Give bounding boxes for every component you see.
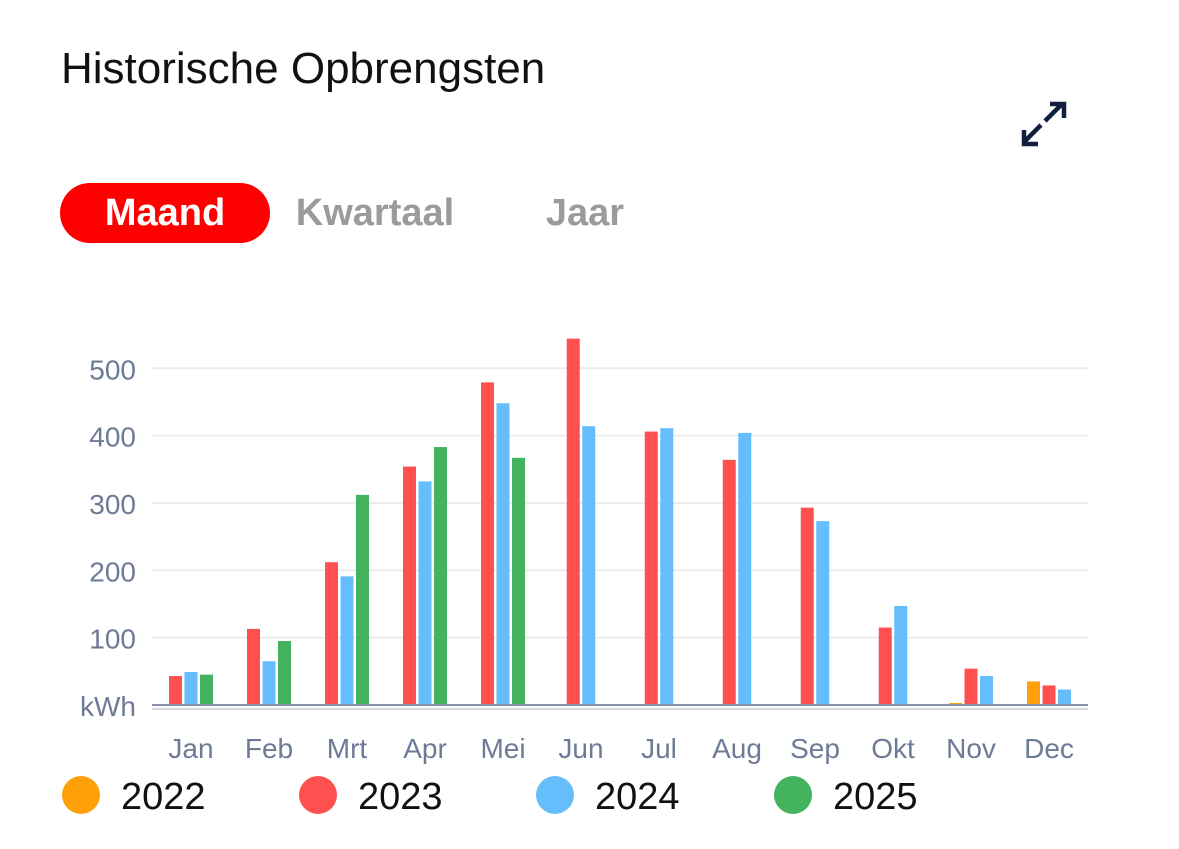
x-tick-label: Dec [1024,733,1074,764]
bar-nov-2022 [949,702,962,705]
y-tick-label: 200 [89,556,136,587]
legend-dot-2024 [536,776,574,814]
legend-label-2024: 2024 [595,776,680,818]
page-title: Historische Opbrengsten [61,44,546,93]
bar-jul-2024 [660,428,674,705]
legend-dot-2025 [774,776,812,814]
monthly-yield-chart: 100 200 300 400 500 kWh Jan Feb Mrt Apr Mei Jun Jul A… [80,338,1088,764]
chart-legend: 2022 2023 2024 2025 [0,770,1179,830]
legend-dot-2022 [62,776,100,814]
bar-jul-2023 [644,431,658,705]
bar-aug-2024 [738,432,752,705]
bar-jun-2024 [582,426,596,705]
x-tick-label: Jun [558,733,603,764]
x-tick-label: Mrt [327,733,368,764]
y-tick-label: 300 [89,489,136,520]
bar-nov-2024 [980,676,993,705]
bar-mei-2023 [481,382,494,705]
tab-maand[interactable]: Maand [60,183,270,243]
x-tick-label: Sep [790,733,840,764]
bar-mrt-2023 [325,562,338,705]
bar-jan-2025 [200,674,213,705]
y-unit-label: kWh [80,691,136,722]
x-tick-label: Okt [871,733,915,764]
bar-dec-2022 [1027,681,1040,705]
bar-mei-2025 [512,457,525,705]
y-tick-label: 100 [89,624,136,655]
x-tick-label: Aug [712,733,762,764]
x-tick-label: Nov [946,733,996,764]
bar-jan-2024 [184,671,198,705]
bar-aug-2023 [722,459,736,705]
bar-apr-2025 [434,447,447,705]
bar-mei-2024 [496,403,510,705]
bar-jun-2023 [566,338,580,705]
x-tick-label: Feb [245,733,293,764]
legend-label-2025: 2025 [833,776,918,818]
bar-feb-2024 [262,661,276,705]
bar-dec-2024 [1058,689,1071,705]
legend-dot-2023 [299,776,337,814]
bar-sep-2023 [800,507,814,705]
bar-sep-2024 [816,521,830,705]
bar-nov-2023 [964,668,978,705]
bar-mrt-2025 [356,494,369,705]
bar-mrt-2024 [340,576,354,705]
x-tick-label: Jul [641,733,677,764]
y-tick-label: 500 [89,354,136,385]
y-tick-label: 400 [89,422,136,453]
bar-apr-2023 [403,466,416,705]
bar-feb-2023 [247,628,260,705]
bar-okt-2024 [894,605,908,705]
bar-dec-2023 [1042,685,1056,705]
expand-button[interactable] [1016,96,1072,152]
x-tick-label: Jan [168,733,213,764]
bar-feb-2025 [278,641,291,705]
x-tick-label: Apr [403,733,447,764]
bar-okt-2023 [878,627,892,705]
legend-label-2022: 2022 [121,776,206,818]
legend-label-2023: 2023 [358,776,443,818]
bar-apr-2024 [418,481,432,705]
x-tick-label: Mei [480,733,525,764]
tab-jaar[interactable]: Jaar [545,192,625,234]
tab-kwartaal[interactable]: Kwartaal [295,192,455,234]
bar-jan-2023 [169,676,182,705]
expand-arrows-icon [1021,101,1067,147]
